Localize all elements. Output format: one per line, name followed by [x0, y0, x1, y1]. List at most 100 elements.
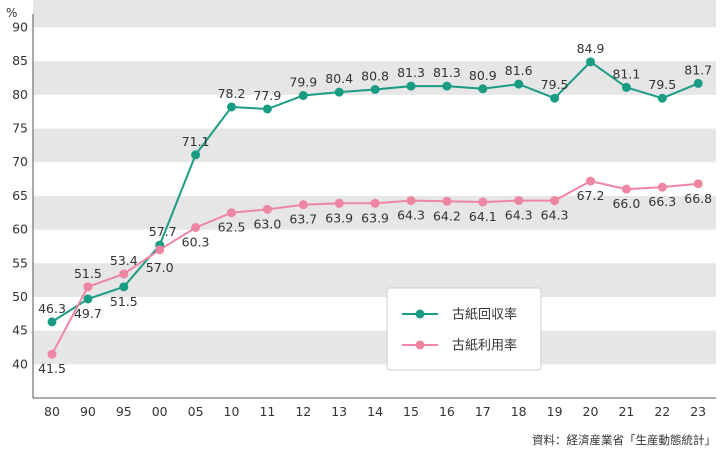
- y-axis: 40 45 50 55 60 65 70 75 80 85 90: [12, 14, 34, 398]
- y-tick-label: 60: [12, 222, 28, 237]
- x-tick-label: 80: [44, 404, 60, 419]
- data-point: [406, 196, 416, 206]
- data-point: [47, 317, 57, 327]
- y-tick-label: 90: [12, 19, 28, 34]
- data-label: 64.1: [469, 209, 497, 224]
- data-label: 51.5: [74, 266, 102, 281]
- x-tick-label: 23: [690, 404, 706, 419]
- data-point: [586, 57, 595, 67]
- data-label: 81.7: [684, 62, 712, 77]
- data-point: [227, 102, 236, 112]
- data-label: 80.8: [361, 68, 389, 83]
- grid-band: [33, 0, 716, 28]
- data-point: [621, 184, 631, 194]
- x-tick-label: 14: [367, 404, 383, 419]
- data-point: [406, 81, 416, 91]
- data-label: 79.5: [541, 77, 569, 92]
- data-label: 81.3: [433, 65, 461, 80]
- data-point: [83, 282, 93, 292]
- x-tick-label: 05: [188, 404, 204, 419]
- x-tick-label: 16: [439, 404, 455, 419]
- y-tick-label: 70: [12, 154, 28, 169]
- data-point: [262, 104, 272, 114]
- data-point: [657, 182, 667, 192]
- legend-label: 古紙利用率: [452, 338, 517, 354]
- legend-label: 古紙回収率: [452, 307, 517, 323]
- x-tick-label: 17: [475, 404, 491, 419]
- source-note: 資料：経済産業省「生産動態統計」: [532, 433, 716, 447]
- x-tick-label: 19: [547, 404, 563, 419]
- data-point: [191, 223, 201, 233]
- data-point: [262, 204, 272, 214]
- data-point: [550, 196, 560, 206]
- data-label: 46.3: [38, 301, 66, 316]
- data-point: [693, 179, 703, 189]
- unit-label: %: [6, 6, 17, 20]
- data-point: [370, 198, 380, 208]
- data-point: [227, 208, 236, 218]
- data-point: [83, 294, 93, 304]
- data-label: 53.4: [110, 253, 138, 268]
- data-point: [550, 93, 560, 103]
- data-point: [442, 196, 452, 206]
- data-point: [370, 84, 380, 94]
- data-label: 63.9: [325, 210, 353, 225]
- data-point: [119, 282, 129, 292]
- data-point: [621, 82, 631, 92]
- legend-swatch-point: [415, 309, 425, 319]
- data-label: 78.2: [218, 86, 246, 101]
- y-tick-label: 75: [12, 121, 28, 136]
- data-point: [334, 198, 344, 208]
- y-tick-label: 45: [12, 323, 28, 338]
- x-tick-label: 13: [331, 404, 347, 419]
- data-point: [514, 79, 524, 89]
- data-label: 64.3: [505, 208, 533, 223]
- data-point: [155, 245, 165, 255]
- data-label: 66.3: [648, 194, 676, 209]
- data-point: [334, 87, 344, 97]
- data-label: 67.2: [577, 188, 605, 203]
- data-point: [478, 84, 488, 94]
- data-point: [298, 91, 308, 101]
- x-tick-label: 11: [259, 404, 275, 419]
- series-points: [47, 57, 703, 359]
- y-tick-label: 55: [12, 255, 28, 270]
- data-point: [442, 81, 452, 91]
- grid-band: [33, 263, 716, 297]
- x-tick-label: 90: [80, 404, 96, 419]
- data-point: [191, 150, 201, 160]
- data-label: 41.5: [38, 361, 66, 376]
- x-tick-label: 18: [511, 404, 527, 419]
- data-labels: 46.3 41.5 49.7 51.5 51.5 53.4 57.7 57.0 71.1 60.3…: [38, 41, 712, 376]
- data-label: 71.1: [182, 134, 210, 149]
- x-tick-label: 12: [295, 404, 311, 419]
- x-tick-label: 10: [224, 404, 240, 419]
- data-label: 81.1: [612, 66, 640, 81]
- data-label: 57.7: [149, 224, 177, 239]
- data-label: 64.2: [433, 208, 461, 223]
- y-tick-label: 85: [12, 53, 28, 68]
- x-tick-label: 22: [654, 404, 670, 419]
- x-axis: 80 90 95 00 05 10 11 12 13 14 15 16 17 18 19 20 21 22 23: [33, 397, 716, 419]
- x-tick-label: 95: [116, 404, 132, 419]
- data-label: 49.7: [74, 306, 102, 321]
- data-label: 63.0: [253, 216, 281, 231]
- x-tick-label: 21: [618, 404, 634, 419]
- grid-band: [33, 128, 716, 163]
- data-label: 51.5: [110, 294, 138, 309]
- y-tick-label: 40: [12, 356, 28, 371]
- data-label: 77.9: [253, 88, 281, 103]
- data-label: 66.0: [612, 196, 640, 211]
- data-label: 66.8: [684, 191, 712, 206]
- y-tick-label: 65: [12, 188, 28, 203]
- data-label: 80.4: [325, 71, 353, 86]
- data-point: [478, 197, 488, 207]
- y-tick-label: 80: [12, 87, 28, 102]
- data-point: [298, 200, 308, 210]
- data-label: 60.3: [182, 235, 210, 250]
- data-label: 79.9: [289, 75, 317, 90]
- data-label: 79.5: [648, 77, 676, 92]
- data-label: 64.3: [397, 208, 425, 223]
